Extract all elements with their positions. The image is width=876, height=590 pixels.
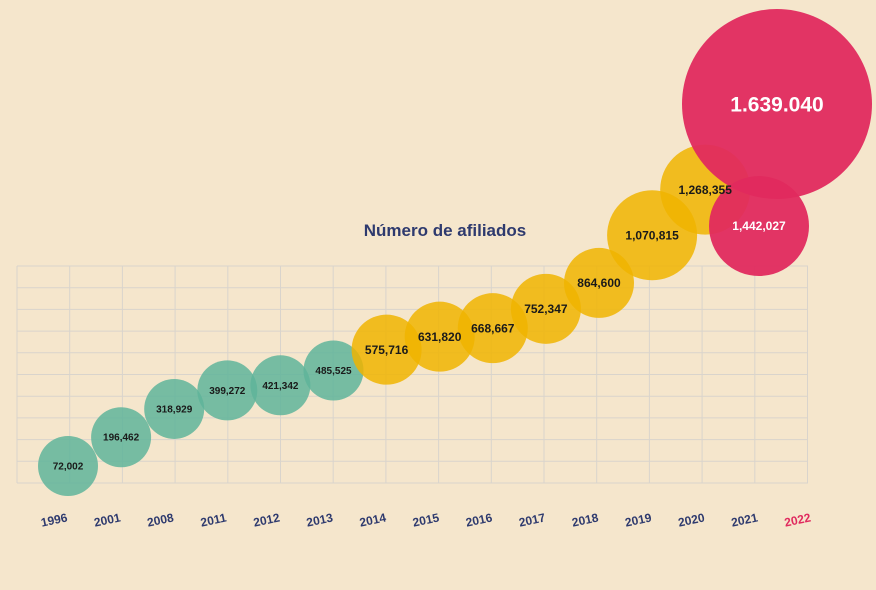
bubble-2018: [564, 247, 634, 318]
bubble-series: [38, 9, 872, 496]
bubble-2022: [682, 9, 872, 199]
value-label-2011: 399,272: [209, 386, 246, 397]
x-tick-2019: 2019: [624, 510, 653, 529]
bubble-2001: [91, 407, 152, 468]
value-label-2015: 631,820: [418, 330, 462, 344]
x-tick-2014: 2014: [358, 510, 387, 529]
x-tick-2021: 2021: [730, 510, 759, 529]
value-label-2017: 752,347: [524, 302, 568, 316]
value-label-2012: 421,342: [262, 381, 299, 392]
x-tick-2001: 2001: [93, 510, 122, 529]
value-label-2018: 864,600: [577, 276, 621, 290]
bubble-2021: [709, 176, 809, 276]
bubble-2014: [351, 314, 422, 385]
value-label-2020: 1,268,355: [679, 183, 733, 197]
bubble-2016: [457, 293, 528, 364]
bubble-2008: [144, 378, 205, 439]
x-tick-2016: 2016: [464, 510, 493, 529]
value-label-2001: 196,462: [103, 433, 140, 444]
value-label-2014: 575,716: [365, 343, 409, 357]
bubble-1996: [38, 436, 98, 496]
bubble-2017: [510, 273, 581, 344]
x-axis-ticks: 1996 2001 2008 2011 2012 2013 2014 2015 2016 2017…: [40, 510, 813, 529]
value-label-2021: 1,442,027: [732, 219, 786, 233]
bubble-2011: [197, 360, 258, 421]
x-tick-2018: 2018: [571, 510, 600, 529]
x-tick-2015: 2015: [411, 510, 440, 529]
x-tick-1996: 1996: [40, 510, 69, 529]
bubble-2013: [303, 340, 364, 401]
x-tick-2012: 2012: [252, 510, 281, 529]
x-tick-2020: 2020: [677, 510, 706, 529]
x-tick-2013: 2013: [305, 510, 334, 529]
value-label-2022: 1.639.040: [730, 93, 823, 116]
x-tick-2022: 2022: [783, 510, 812, 529]
value-label-2013: 485,525: [315, 366, 352, 377]
x-tick-2017: 2017: [518, 510, 547, 529]
bubble-2015: [404, 301, 475, 372]
bubble-2012: [250, 355, 311, 416]
chart-title: Número de afiliados: [364, 221, 526, 240]
value-label-2016: 668,667: [471, 321, 515, 335]
value-label-2019: 1,070,815: [625, 228, 679, 242]
x-tick-2011: 2011: [199, 510, 228, 529]
value-labels: 72,002 196,462 318,929 399,272 421,342 485,52…: [53, 93, 824, 472]
x-tick-2008: 2008: [146, 510, 175, 529]
value-label-2008: 318,929: [156, 404, 193, 415]
value-label-1996: 72,002: [53, 462, 84, 473]
